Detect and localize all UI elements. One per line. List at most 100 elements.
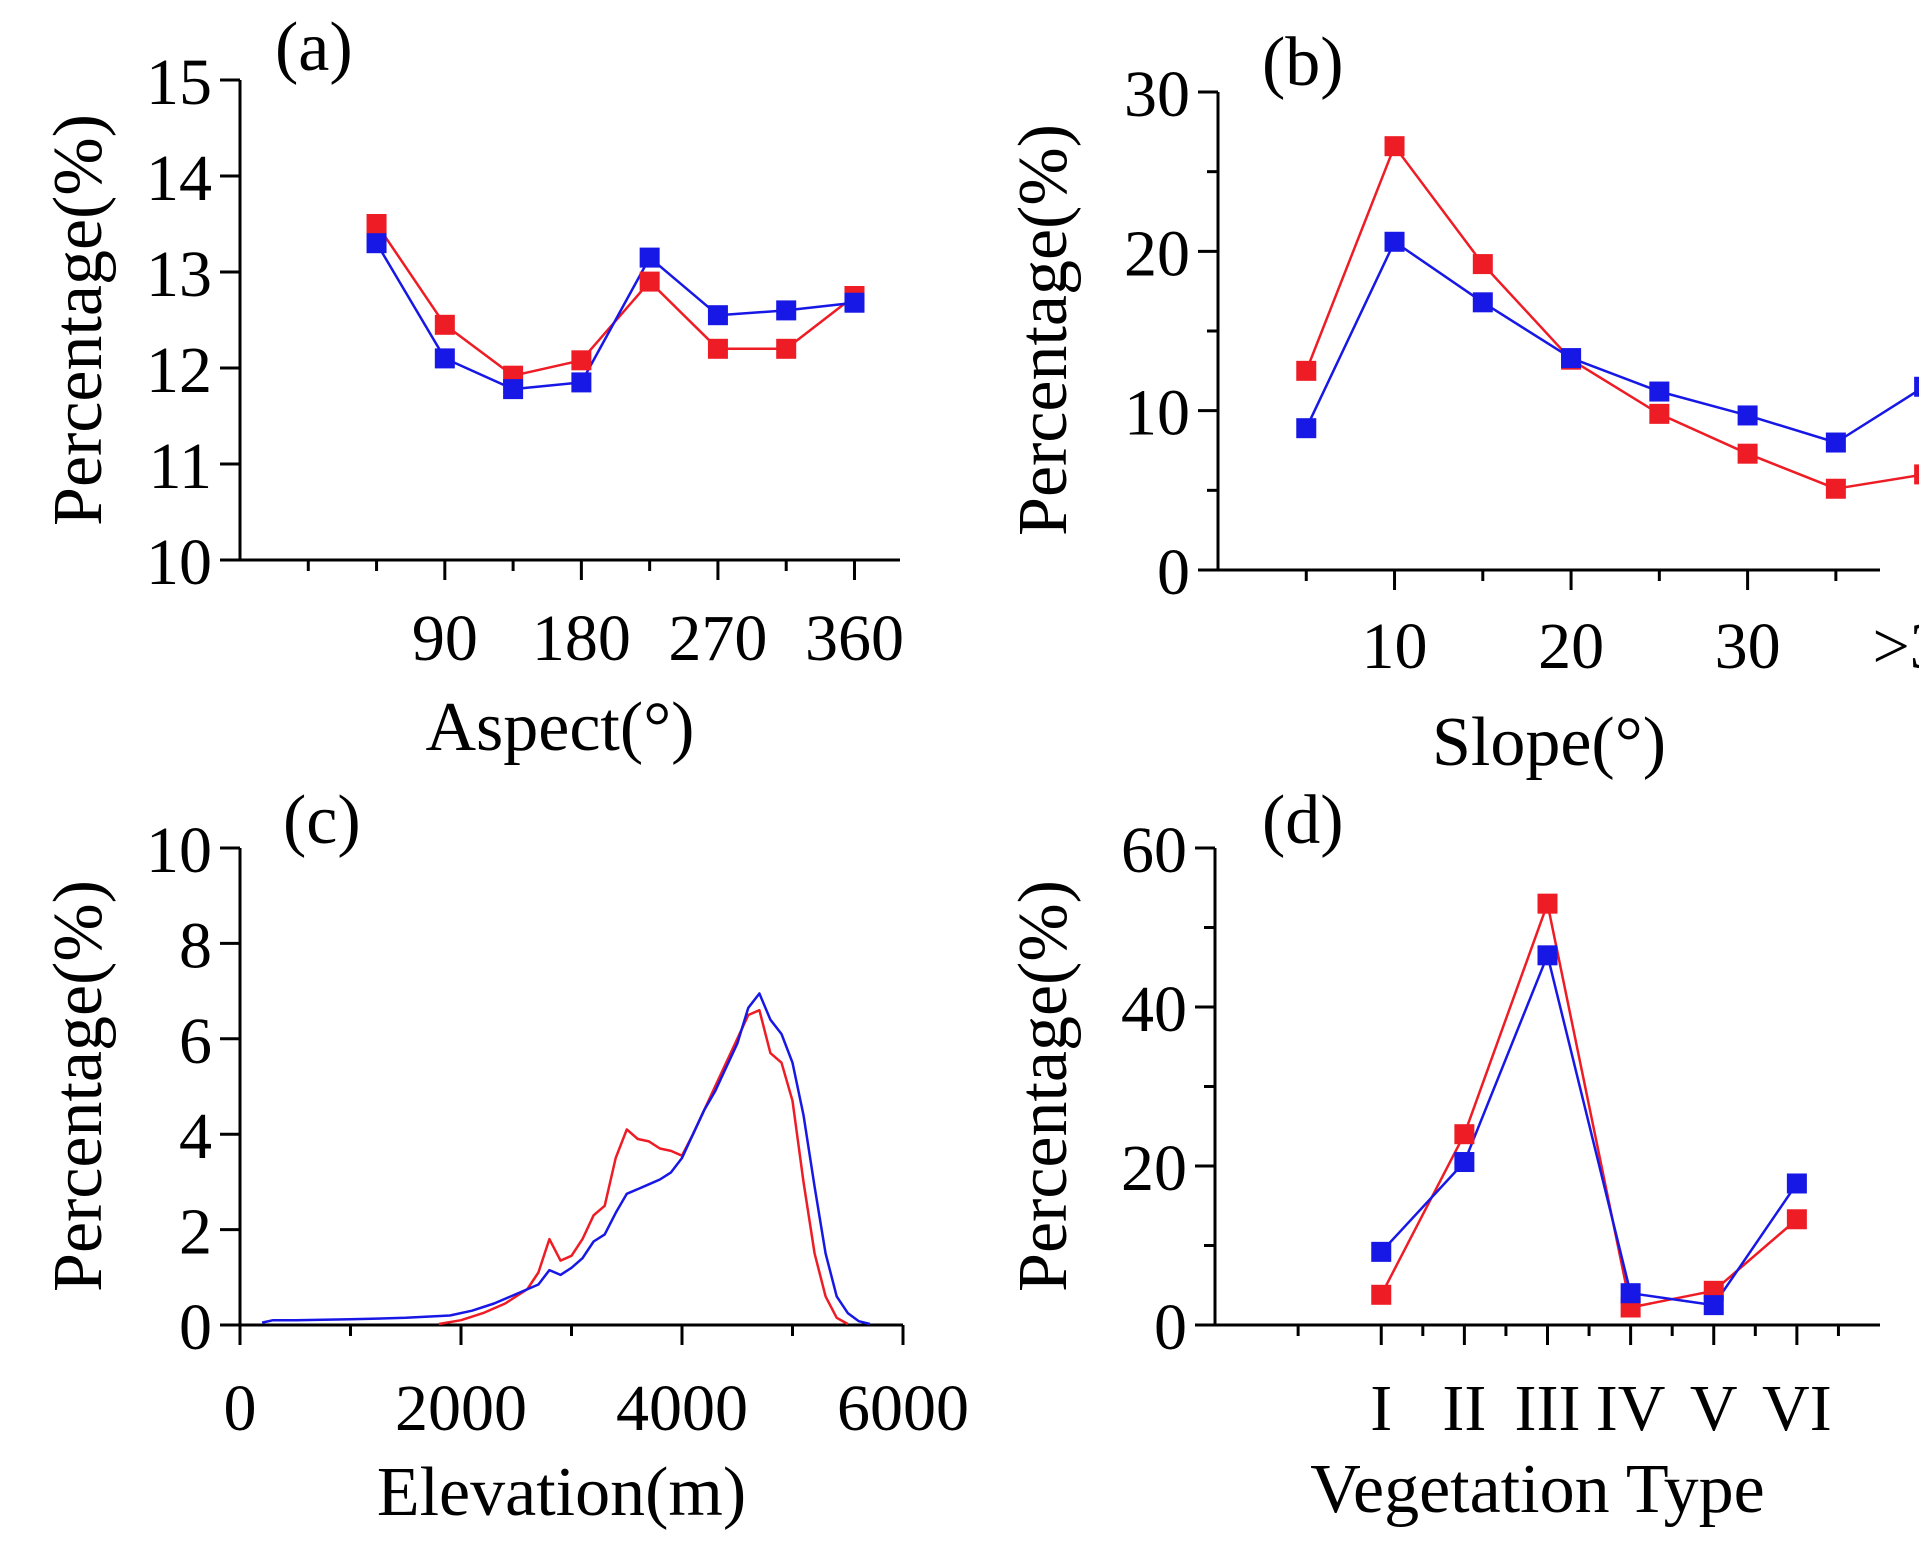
- data-point-blue: [434, 348, 455, 369]
- panel-label: (a): [275, 9, 353, 86]
- x-tick-label: 90: [412, 602, 478, 675]
- y-tick-label: 20: [1124, 217, 1190, 290]
- data-point-blue: [366, 233, 387, 254]
- data-point-blue: [1825, 432, 1846, 453]
- data-point-red: [1454, 1124, 1475, 1145]
- data-point-blue: [571, 372, 592, 393]
- panel-label: (d): [1262, 782, 1344, 859]
- y-axis-title: Percentage(%): [1005, 124, 1082, 536]
- panel-label: (c): [283, 782, 361, 859]
- x-axis-title: Slope(°): [1432, 704, 1666, 781]
- data-point-blue: [503, 379, 524, 400]
- data-point-blue: [1649, 381, 1670, 402]
- series-line-blue: [375, 242, 855, 391]
- panel-label: (b): [1262, 24, 1344, 101]
- y-tick-label: 15: [146, 46, 212, 119]
- y-axis-title: Percentage(%): [1005, 880, 1082, 1292]
- x-tick-label: 0: [224, 1372, 257, 1445]
- data-point-blue: [707, 305, 728, 326]
- data-point-red: [1296, 360, 1317, 381]
- data-point-blue: [1703, 1295, 1724, 1316]
- chart-panel-a: 10 11 12 13 14 15 90 180 270 360 Aspect(°) Percenta…: [40, 9, 904, 766]
- data-point-red: [1649, 403, 1670, 424]
- y-tick-label: 40: [1121, 973, 1187, 1046]
- series-line-blue: [1380, 954, 1798, 1307]
- data-point-red: [571, 350, 592, 371]
- data-point-blue: [1371, 1241, 1392, 1262]
- x-tick-label: V: [1690, 1372, 1738, 1445]
- series-line-red: [438, 1008, 849, 1326]
- y-tick-label: 4: [179, 1100, 212, 1173]
- series-line-red: [1305, 144, 1919, 490]
- data-point-red: [1786, 1209, 1807, 1230]
- data-point-red: [434, 314, 455, 335]
- x-tick-label: 270: [668, 602, 767, 675]
- series-line-blue: [1305, 240, 1919, 444]
- x-tick-label: VI: [1762, 1372, 1832, 1445]
- data-point-blue: [1537, 945, 1558, 966]
- chart-panel-b: 0 10 20 30 10 20 30 >35 Slope(°) Percentage(%) (b): [1005, 24, 1919, 781]
- x-tick-label: 30: [1715, 610, 1781, 683]
- series-line-red: [1380, 902, 1798, 1309]
- y-tick-label: 10: [146, 814, 212, 887]
- data-point-blue: [776, 300, 797, 321]
- data-point-blue: [1384, 231, 1405, 252]
- data-point-blue: [1786, 1173, 1807, 1194]
- x-tick-label: 180: [532, 602, 631, 675]
- x-axis-title: Vegetation Type: [1310, 1451, 1765, 1528]
- y-tick-label: 10: [1124, 377, 1190, 450]
- y-tick-label: 0: [1157, 536, 1190, 609]
- y-tick-label: 13: [146, 238, 212, 311]
- data-point-red: [1472, 254, 1493, 275]
- y-tick-label: 6: [179, 1005, 212, 1078]
- x-axis-title: Aspect(°): [426, 689, 695, 766]
- data-point-blue: [1454, 1152, 1475, 1173]
- y-axis-title: Percentage(%): [40, 114, 117, 526]
- data-point-blue: [1561, 348, 1582, 369]
- data-point-red: [1384, 136, 1405, 157]
- x-tick-label: 10: [1362, 610, 1428, 683]
- data-point-blue: [1472, 292, 1493, 313]
- x-tick-label: 6000: [837, 1372, 969, 1445]
- series-line-blue: [261, 992, 871, 1326]
- data-point-red: [1737, 443, 1758, 464]
- data-point-blue: [1296, 418, 1317, 439]
- x-tick-label: II: [1442, 1372, 1486, 1445]
- data-point-red: [707, 338, 728, 359]
- x-tick-label: III: [1515, 1372, 1581, 1445]
- x-tick-label: 2000: [395, 1372, 527, 1445]
- data-point-blue: [1914, 376, 1919, 397]
- y-axis-title: Percentage(%): [40, 880, 117, 1292]
- data-point-red: [1914, 464, 1919, 485]
- chart-panel-c: 0 2 4 6 8 10 0 2000 4000 6000 Elevation(m) Percenta…: [40, 782, 969, 1531]
- data-point-red: [1371, 1284, 1392, 1305]
- y-tick-label: 0: [1154, 1291, 1187, 1364]
- data-point-red: [776, 338, 797, 359]
- x-axis-title: Elevation(m): [377, 1454, 746, 1531]
- x-tick-label: 360: [805, 602, 904, 675]
- data-point-red: [1825, 478, 1846, 499]
- x-tick-label: 4000: [616, 1372, 748, 1445]
- x-tick-label: I: [1370, 1372, 1392, 1445]
- data-point-blue: [1737, 405, 1758, 426]
- y-tick-label: 10: [146, 526, 212, 599]
- y-tick-label: 30: [1124, 58, 1190, 131]
- data-point-blue: [844, 292, 865, 313]
- x-tick-label: IV: [1596, 1372, 1666, 1445]
- data-point-blue: [639, 247, 660, 268]
- x-tick-label: >35: [1873, 610, 1919, 683]
- y-tick-label: 0: [179, 1291, 212, 1364]
- data-point-red: [1537, 893, 1558, 914]
- data-point-red: [639, 271, 660, 292]
- y-tick-label: 8: [179, 909, 212, 982]
- y-tick-label: 20: [1121, 1132, 1187, 1205]
- y-tick-label: 2: [179, 1196, 212, 1269]
- y-tick-label: 14: [146, 142, 212, 215]
- y-tick-label: 12: [146, 334, 212, 407]
- data-point-blue: [1620, 1283, 1641, 1304]
- x-tick-label: 20: [1538, 610, 1604, 683]
- y-tick-label: 11: [148, 430, 212, 503]
- data-point-red: [366, 214, 387, 234]
